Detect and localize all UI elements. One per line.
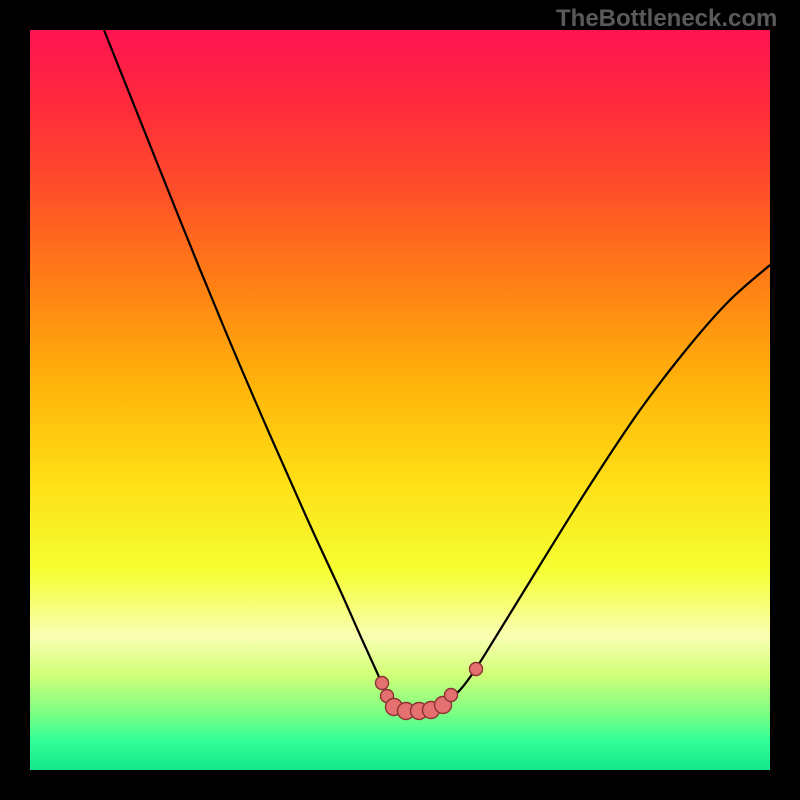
chart-svg bbox=[30, 30, 770, 770]
data-marker bbox=[445, 689, 458, 702]
right-curve bbox=[450, 265, 770, 698]
watermark-text: TheBottleneck.com bbox=[556, 5, 777, 33]
left-curve bbox=[104, 30, 386, 693]
marker-cluster bbox=[376, 663, 483, 720]
data-marker bbox=[376, 677, 389, 690]
data-marker bbox=[470, 663, 483, 676]
plot-area bbox=[30, 30, 770, 770]
